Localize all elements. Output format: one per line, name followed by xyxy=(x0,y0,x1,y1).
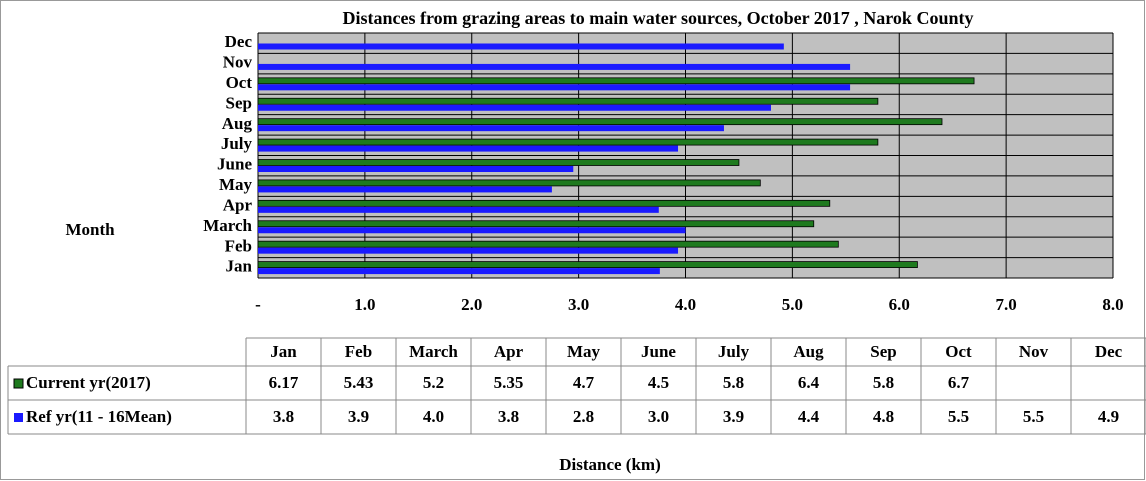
bar xyxy=(258,227,686,234)
table-header: Dec xyxy=(1095,342,1123,361)
table-cell: 6.7 xyxy=(948,373,970,392)
table-header: Nov xyxy=(1019,342,1049,361)
table-cell: 5.43 xyxy=(344,373,374,392)
bar xyxy=(258,145,679,152)
x-tick-label: 4.0 xyxy=(675,295,696,314)
table-cell: 4.5 xyxy=(648,373,669,392)
bar xyxy=(258,166,574,172)
x-tick-label: 6.0 xyxy=(889,295,910,314)
bar xyxy=(257,261,918,268)
bar xyxy=(257,97,879,105)
y-tick-label: Sep xyxy=(226,93,252,112)
table-header: March xyxy=(409,342,458,361)
table-header: Sep xyxy=(870,342,896,361)
y-tick-label: March xyxy=(203,216,252,235)
table-cell: 6.17 xyxy=(269,373,299,392)
table-header: Aug xyxy=(793,342,824,361)
bar xyxy=(257,138,879,146)
legend-label: Current yr(2017) xyxy=(26,373,151,392)
x-tick-label: 7.0 xyxy=(996,295,1017,314)
x-tick-label: 5.0 xyxy=(782,295,803,314)
table-cell: 6.4 xyxy=(798,373,820,392)
y-tick-label: June xyxy=(217,155,252,174)
table-cell: 3.9 xyxy=(723,407,744,426)
table-cell: 2.8 xyxy=(573,407,594,426)
bar xyxy=(257,240,839,248)
bar xyxy=(258,186,552,193)
x-axis-label: Distance (km) xyxy=(559,455,661,474)
bar xyxy=(257,179,761,187)
table-cell: 4.9 xyxy=(1098,407,1119,426)
table-cell: 5.8 xyxy=(873,373,894,392)
bar xyxy=(257,199,831,207)
table-header: Apr xyxy=(494,342,524,361)
bar xyxy=(257,159,740,166)
y-tick-label: Nov xyxy=(223,53,253,72)
table-header: Jan xyxy=(270,342,297,361)
bar xyxy=(257,220,815,228)
x-tick-label: 2.0 xyxy=(461,295,482,314)
y-tick-label: Aug xyxy=(222,114,253,133)
table-header: Feb xyxy=(345,342,372,361)
table-cell: 4.8 xyxy=(873,407,894,426)
bar xyxy=(258,104,771,111)
bar xyxy=(258,268,660,275)
table-cell: 3.8 xyxy=(498,407,519,426)
bar xyxy=(258,247,679,254)
x-tick-label: 1.0 xyxy=(354,295,375,314)
bar xyxy=(258,125,724,132)
table-cell: 5.8 xyxy=(723,373,744,392)
x-tick-label: 3.0 xyxy=(568,295,589,314)
table-header: May xyxy=(567,342,601,361)
table-header: Oct xyxy=(945,342,972,361)
table-cell: 5.2 xyxy=(423,373,444,392)
table-cell: 3.9 xyxy=(348,407,369,426)
y-tick-label: Jan xyxy=(226,257,253,276)
table-cell: 5.5 xyxy=(948,407,969,426)
table-cell: 3.8 xyxy=(273,407,294,426)
bar xyxy=(258,84,851,91)
table-cell: 4.0 xyxy=(423,407,444,426)
y-tick-label: Feb xyxy=(225,236,252,255)
chart-title: Distances from grazing areas to main wat… xyxy=(343,8,974,28)
y-tick-label: Dec xyxy=(225,32,253,51)
y-tick-label: Apr xyxy=(223,195,253,214)
x-tick-label: 8.0 xyxy=(1102,295,1123,314)
bar xyxy=(257,77,975,85)
table-cell: 3.0 xyxy=(648,407,669,426)
table-cell: 5.5 xyxy=(1023,407,1044,426)
table-cell: 5.35 xyxy=(494,373,524,392)
legend-key xyxy=(14,413,23,422)
y-tick-label: Oct xyxy=(226,73,253,92)
table-header: July xyxy=(718,342,750,361)
y-tick-label: July xyxy=(221,134,253,153)
table-header: June xyxy=(641,342,676,361)
y-axis-label: Month xyxy=(65,220,115,239)
legend-key xyxy=(13,378,24,389)
bar xyxy=(258,206,659,213)
table-cell: 4.4 xyxy=(798,407,820,426)
bar xyxy=(257,118,943,126)
bar xyxy=(258,43,784,50)
y-tick-label: May xyxy=(219,175,253,194)
x-tick-label: - xyxy=(255,295,261,314)
table-cell: 4.7 xyxy=(573,373,595,392)
legend-label: Ref yr(11 - 16Mean) xyxy=(26,407,172,426)
bar xyxy=(258,63,851,70)
